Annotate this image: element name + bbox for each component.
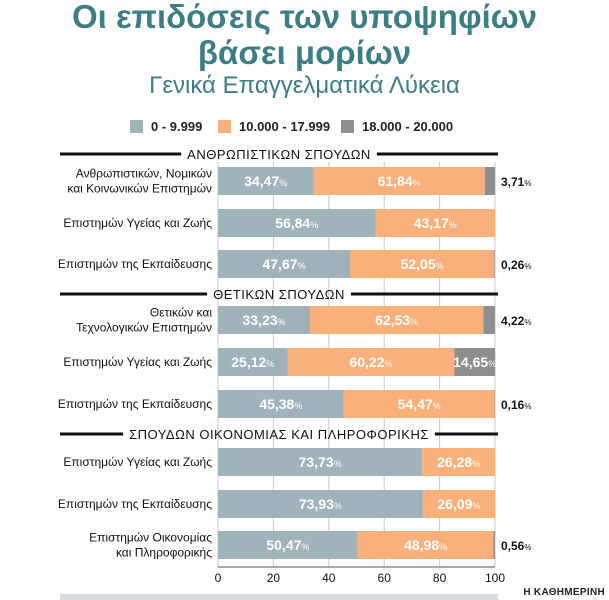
x-tick-label: 80 xyxy=(433,571,447,585)
legend-label-mid: 10.000 - 17.999 xyxy=(239,118,331,134)
category-label: Επιστημών Υγείας και Ζωής xyxy=(63,355,212,369)
bar-segment-mid xyxy=(422,448,496,476)
data-label: 56,84% xyxy=(275,215,318,231)
data-label: 61,84% xyxy=(378,173,421,189)
data-label: 3,71% xyxy=(501,175,531,189)
data-label: 33,23% xyxy=(242,312,285,328)
bar-segment-low xyxy=(218,306,311,334)
bar-segment-high xyxy=(494,250,495,278)
bar-segment-mid xyxy=(343,390,495,418)
data-label: 4,22% xyxy=(501,314,531,328)
bar-segment-mid xyxy=(350,250,495,278)
data-label: 45,38% xyxy=(259,396,302,412)
data-label: 26,28% xyxy=(437,454,480,470)
bar-segment-mid xyxy=(287,348,455,376)
bar-segment-low xyxy=(218,490,423,518)
bar-segment-mid xyxy=(422,490,496,518)
category-label: Τεχνολογικών Επιστημών xyxy=(76,321,212,335)
x-tick-label: 0 xyxy=(215,571,222,585)
data-label: 47,67% xyxy=(262,256,305,272)
bar-segment-low xyxy=(218,209,376,237)
legend-swatch-mid xyxy=(218,119,231,133)
legend-swatch-low xyxy=(130,119,143,133)
data-label: 52,05% xyxy=(401,256,444,272)
group-header: ΘΕΤΙΚΩΝ ΣΠΟΥΔΩΝ xyxy=(213,287,345,302)
bar-segment-mid xyxy=(313,167,485,195)
bar-segment-low xyxy=(218,531,358,559)
chart-title-line2: βάσει μορίων xyxy=(197,34,412,71)
legend-swatch-high xyxy=(341,119,354,133)
bar-segment-mid xyxy=(375,209,496,237)
data-label: 50,47% xyxy=(266,537,309,553)
category-label: και Κοινωνικών Επιστημών xyxy=(67,182,212,196)
group-header: ΑΝΘΡΩΠΙΣΤΙΚΩΝ ΣΠΟΥΔΩΝ xyxy=(187,147,371,162)
x-tick-label: 100 xyxy=(485,571,505,585)
bar-segment-high xyxy=(484,167,496,195)
data-label: 43,17% xyxy=(414,215,457,231)
data-label: 26,09% xyxy=(437,496,480,512)
bar-segment-high xyxy=(483,306,495,334)
category-label: Επιστημών Υγείας και Ζωής xyxy=(63,216,212,230)
x-tick-label: 20 xyxy=(267,571,281,585)
bar-segment-low xyxy=(218,390,344,418)
bar-segment-low xyxy=(218,448,423,476)
publisher-logo: Η ΚΑΘΗΜΕΡΙΝΗ xyxy=(523,587,605,598)
bar-segment-low xyxy=(218,250,351,278)
data-label: 0,26% xyxy=(501,258,531,272)
legend-item-mid: 10.000 - 17.999 xyxy=(218,118,330,134)
legend: 0 - 9.999 10.000 - 17.999 18.000 - 20.00… xyxy=(0,116,609,136)
legend-item-low: 0 - 9.999 xyxy=(130,118,202,134)
group-header: ΣΠΟΥΔΩΝ ΟΙΚΟΝΟΜΙΑΣ ΚΑΙ ΠΛΗΡΟΦΟΡΙΚΗΣ xyxy=(129,427,429,442)
category-label: Επιστημών Υγείας και Ζωής xyxy=(63,455,212,469)
data-label: 34,47% xyxy=(244,173,287,189)
data-label: 25,12% xyxy=(231,354,274,370)
data-label: 0,16% xyxy=(501,398,531,412)
data-label: 48,98% xyxy=(404,537,447,553)
bar-segment-mid xyxy=(357,531,494,559)
data-label: 14,65% xyxy=(453,354,496,370)
category-label: Θετικών και xyxy=(150,306,212,320)
data-label: 73,73% xyxy=(299,454,342,470)
data-label: 60,22% xyxy=(349,354,392,370)
chart-subtitle: Γενικά Επαγγελματικά Λύκεια xyxy=(149,72,460,99)
data-label: 0,56% xyxy=(501,539,531,553)
bottom-band xyxy=(60,594,498,600)
legend-label-low: 0 - 9.999 xyxy=(151,118,203,134)
data-label: 73,93% xyxy=(299,496,342,512)
bar-segment-low xyxy=(218,348,288,376)
category-label: Επιστημών της Εκπαίδευσης xyxy=(58,497,212,511)
data-label: 62,53% xyxy=(375,312,418,328)
category-label: Ανθρωπιστικών, Νομικών xyxy=(76,167,212,181)
bar-segment-high xyxy=(493,531,496,559)
category-label: και Πληροφορικής xyxy=(116,546,212,560)
x-tick-label: 40 xyxy=(322,571,336,585)
bar-segment-high xyxy=(454,348,495,376)
category-label: Επιστημών της Εκπαίδευσης xyxy=(58,257,212,271)
chart-title-line1: Οι επιδόσεις των υποψηφίων xyxy=(72,0,537,35)
bar-segment-mid xyxy=(310,306,484,334)
category-label: Επιστημών της Εκπαίδευσης xyxy=(58,397,212,411)
x-tick-label: 60 xyxy=(378,571,392,585)
category-label: Επιστημών Οικονομίας xyxy=(89,531,212,545)
legend-item-high: 18.000 - 20.000 xyxy=(341,118,453,134)
legend-label-high: 18.000 - 20.000 xyxy=(362,118,454,134)
data-label: 54,47% xyxy=(398,396,441,412)
bar-segment-low xyxy=(218,167,314,195)
